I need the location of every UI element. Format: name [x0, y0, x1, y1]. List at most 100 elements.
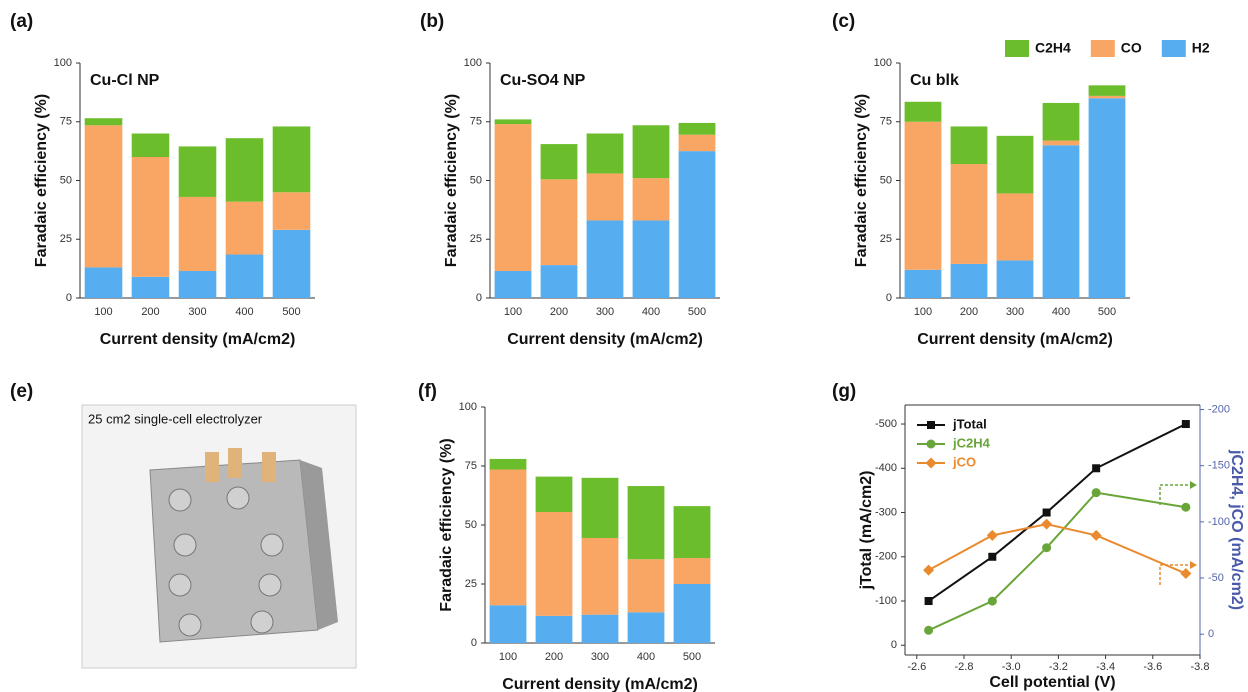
bar-segment [536, 477, 573, 512]
x-tick-label: -2.8 [955, 661, 974, 673]
bar-segment [997, 260, 1034, 298]
marker [988, 553, 996, 561]
bar-segment [905, 122, 942, 270]
terminal [262, 452, 276, 482]
bar-segment [1089, 98, 1126, 298]
marker [988, 597, 997, 606]
bar-segment [951, 126, 988, 164]
bar-segment [536, 512, 573, 616]
terminal [228, 448, 242, 478]
bar-segment [628, 559, 665, 612]
legend-label: jCO [952, 454, 976, 469]
marker [1042, 543, 1051, 552]
y-tick-label: -100 [875, 595, 897, 607]
bar-segment [179, 197, 217, 271]
photo-caption: 25 cm2 single-cell electrolyzer [88, 411, 263, 426]
marker [1091, 530, 1102, 541]
bar-segment [951, 164, 988, 264]
bar-segment [495, 124, 532, 271]
bar-segment [674, 506, 711, 558]
bar-segment [132, 157, 170, 277]
marker [1180, 568, 1191, 579]
x-tick-label: 100 [504, 306, 522, 318]
bar-segment [541, 265, 578, 298]
y2-tick-label: 0 [1208, 628, 1214, 640]
x-tick-label: 200 [141, 306, 159, 318]
x-tick-label: 300 [188, 306, 206, 318]
y-tick-label: 0 [886, 292, 892, 304]
bar-segment [273, 230, 311, 298]
legend-label: H2 [1192, 40, 1210, 56]
figure: 25 cm2 single-cell electrolyzer (e) (a)0… [0, 0, 1248, 692]
legend-label: CO [1121, 40, 1142, 56]
bar-segment [226, 138, 264, 201]
bar-segment [536, 616, 573, 643]
marker [1181, 503, 1190, 512]
x-tick-label: 300 [1006, 306, 1024, 318]
x-axis-label: Current density (mA/cm2) [502, 676, 698, 692]
series-line [929, 524, 1186, 573]
bar-segment [633, 178, 670, 220]
bar-segment [273, 126, 311, 192]
y-tick-label: -400 [875, 462, 897, 474]
legend-marker [927, 440, 936, 449]
x-tick-label: -3.0 [1002, 661, 1021, 673]
marker [925, 597, 933, 605]
bar-segment [1043, 103, 1080, 141]
bar-segment [587, 173, 624, 220]
y-tick-label: 25 [465, 578, 477, 590]
bar-segment [490, 470, 527, 606]
y-tick-label: 75 [465, 460, 477, 472]
marker [1041, 519, 1052, 530]
bar-segment [495, 271, 532, 298]
y-tick-label: 0 [476, 292, 482, 304]
marker [924, 626, 933, 635]
y-tick-label: -500 [875, 418, 897, 430]
y-tick-label: 75 [470, 116, 482, 128]
bar-segment [633, 220, 670, 298]
bar-segment [541, 179, 578, 265]
x-tick-label: 500 [282, 306, 300, 318]
y-axis-label: jTotal (mA/cm2) [858, 471, 875, 591]
x-tick-label: 100 [94, 306, 112, 318]
y-tick-label: -200 [875, 551, 897, 563]
panel-label: (a) [10, 11, 33, 32]
bar-segment [490, 459, 527, 470]
bar-segment [85, 118, 123, 125]
bar-segment [132, 277, 170, 298]
y2-tick-label: -200 [1208, 403, 1230, 415]
marker [1092, 464, 1100, 472]
y-axis-label: Faradaic efficiency (%) [853, 94, 870, 267]
y-tick-label: 75 [880, 116, 892, 128]
x-tick-label: 400 [235, 306, 253, 318]
bar-segment [905, 270, 942, 298]
legend-label: jC2H4 [952, 435, 991, 450]
bar-segment [582, 615, 619, 643]
x-tick-label: 400 [1052, 306, 1070, 318]
x-tick-label: 200 [960, 306, 978, 318]
bar-segment [495, 119, 532, 124]
x-tick-label: -2.6 [907, 661, 926, 673]
bar-segment [633, 125, 670, 178]
bar-segment [679, 123, 716, 135]
bar-segment [997, 193, 1034, 260]
panel-label: (g) [832, 381, 856, 402]
chart-title: Cu-SO4 NP [500, 72, 586, 89]
terminal [205, 452, 219, 482]
annotation-arrow [1160, 485, 1190, 505]
y-tick-label: 50 [880, 174, 892, 186]
y-tick-label: 0 [891, 639, 897, 651]
x-tick-label: 100 [914, 306, 932, 318]
bar-segment [587, 220, 624, 298]
x-tick-label: -3.6 [1143, 661, 1162, 673]
series-line [929, 493, 1186, 631]
y-tick-label: 0 [66, 292, 72, 304]
y2-axis-label: jC2H4, jCO (mA/cm2) [1228, 449, 1245, 610]
bar-segment [541, 144, 578, 179]
x-axis-label: Current density (mA/cm2) [507, 331, 703, 348]
x-tick-label: -3.4 [1096, 661, 1115, 673]
